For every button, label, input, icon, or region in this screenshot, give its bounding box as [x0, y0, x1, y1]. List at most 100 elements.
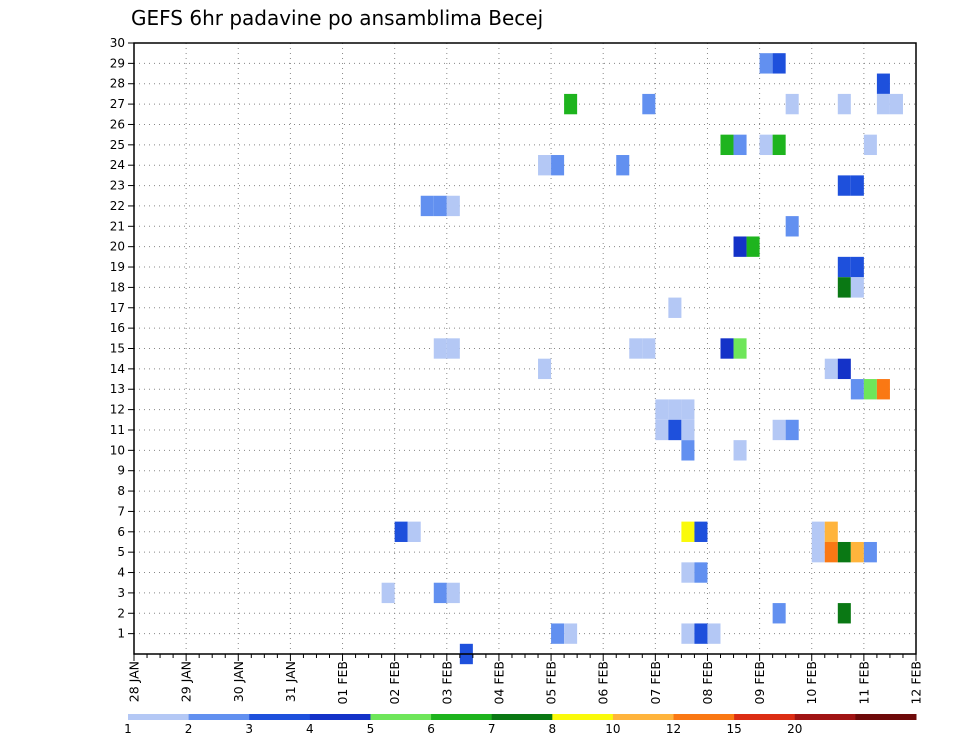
legend-label: 15: [727, 722, 742, 736]
legend-swatch: [249, 714, 311, 720]
heatmap-cell: [759, 134, 773, 156]
legend-swatch: [734, 714, 796, 720]
legend-swatch: [612, 714, 675, 720]
heatmap-cell: [681, 562, 695, 583]
x-tick-label: 11 FEB: [856, 661, 871, 705]
heatmap-cell: [720, 134, 734, 156]
heatmap-cell: [420, 195, 434, 217]
y-tick-label: 2: [117, 606, 125, 620]
heatmap-cell: [381, 582, 395, 604]
legend-swatch: [431, 714, 493, 720]
legend-label: 8: [548, 722, 556, 736]
legend-label: 12: [666, 722, 681, 736]
y-tick-label: 17: [110, 301, 125, 315]
y-tick-label: 12: [110, 403, 125, 417]
heatmap-cell: [850, 175, 864, 196]
heatmap-cell: [824, 358, 838, 380]
y-tick-label: 11: [110, 423, 125, 437]
y-axis: 1234567891011121314151617181920212223242…: [110, 36, 134, 641]
heatmap-cell: [655, 419, 669, 441]
legend-label: 6: [427, 722, 435, 736]
heatmap-cell: [772, 134, 786, 156]
y-tick-label: 1: [117, 627, 125, 641]
x-tick-label: 06 FEB: [596, 661, 611, 705]
heatmap-cell: [772, 419, 786, 441]
heatmap-cell: [837, 541, 851, 563]
y-tick-label: 25: [110, 138, 125, 152]
legend-label: 2: [185, 722, 193, 736]
heatmap-cell: [837, 256, 851, 278]
x-tick-label: 31 JAN: [283, 661, 298, 702]
x-tick-label: 09 FEB: [752, 661, 767, 705]
x-tick-label: 10 FEB: [804, 661, 819, 705]
color-legend: 1 2 3 4 5 6 7 8 10 12 15 20: [124, 714, 917, 736]
y-tick-label: 23: [110, 179, 125, 193]
legend-swatch: [128, 714, 190, 720]
heatmap-cell: [733, 338, 747, 359]
y-tick-label: 8: [117, 484, 125, 498]
heatmap-cell: [837, 358, 851, 380]
y-tick-label: 15: [110, 342, 125, 356]
heatmap-cell: [850, 256, 864, 278]
heatmap-cell: [655, 399, 669, 420]
heatmap-cell: [668, 297, 682, 318]
heatmap-cell: [629, 338, 643, 359]
x-tick-label: 01 FEB: [335, 661, 350, 705]
heatmap-cell: [681, 419, 695, 441]
x-tick-label: 08 FEB: [700, 661, 715, 705]
x-tick-label: 05 FEB: [544, 661, 559, 705]
heatmap-cell: [720, 338, 734, 359]
x-axis: 28 JAN 29 JAN 30 JAN 31 JAN 01 FEB 02 FEB 03 F…: [127, 654, 924, 705]
heatmap-cell: [876, 73, 890, 94]
x-tick-label: 28 JAN: [127, 661, 142, 702]
heatmap-cell: [446, 195, 460, 217]
heatmap-cell: [668, 399, 682, 420]
heatmap-cell: [876, 93, 890, 115]
y-tick-label: 4: [117, 566, 125, 580]
legend-label: 5: [367, 722, 375, 736]
y-tick-label: 18: [110, 280, 125, 294]
heatmap-cell: [564, 623, 578, 644]
legend-swatch: [188, 714, 250, 720]
legend-label: 1: [124, 722, 132, 736]
heatmap-cell: [863, 134, 877, 156]
heatmap-cell: [407, 521, 421, 542]
y-tick-label: 19: [110, 260, 125, 274]
heatmap-cell: [394, 521, 408, 542]
heatmap-cell: [538, 155, 552, 176]
y-tick-label: 30: [110, 36, 125, 50]
heatmap-cell: [564, 93, 578, 115]
heatmap-cell: [694, 623, 708, 644]
heatmap-cell: [681, 440, 695, 461]
heatmap-cell: [551, 623, 565, 644]
heatmap-cell: [733, 134, 747, 156]
y-tick-label: 13: [110, 382, 125, 396]
y-tick-label: 9: [117, 464, 125, 478]
heatmap-cell: [759, 53, 773, 74]
legend-swatch: [491, 714, 553, 720]
y-tick-label: 29: [110, 56, 125, 70]
heatmap-cell: [837, 277, 851, 298]
legend-label: 10: [605, 722, 620, 736]
legend-label: 7: [488, 722, 496, 736]
heatmap-cell: [616, 155, 630, 176]
heatmap-cell: [694, 521, 708, 542]
heatmap-cell: [785, 93, 799, 115]
heatmap-cell: [772, 53, 786, 74]
heatmap-cell: [733, 236, 747, 257]
heatmap-cell: [863, 541, 877, 563]
y-tick-label: 26: [110, 117, 125, 131]
heatmap-cell: [642, 93, 656, 115]
legend-swatch: [794, 714, 856, 720]
legend-swatch: [855, 714, 917, 720]
heatmap-cell: [707, 623, 721, 644]
y-tick-label: 3: [117, 586, 125, 600]
y-tick-label: 7: [117, 504, 125, 518]
heatmap-cell: [433, 338, 447, 359]
heatmap-cell: [746, 236, 760, 257]
heatmap-cell: [785, 419, 799, 441]
y-tick-label: 27: [110, 97, 125, 111]
legend-label: 4: [306, 722, 314, 736]
y-tick-label: 22: [110, 199, 125, 213]
heatmap-cell: [824, 521, 838, 542]
